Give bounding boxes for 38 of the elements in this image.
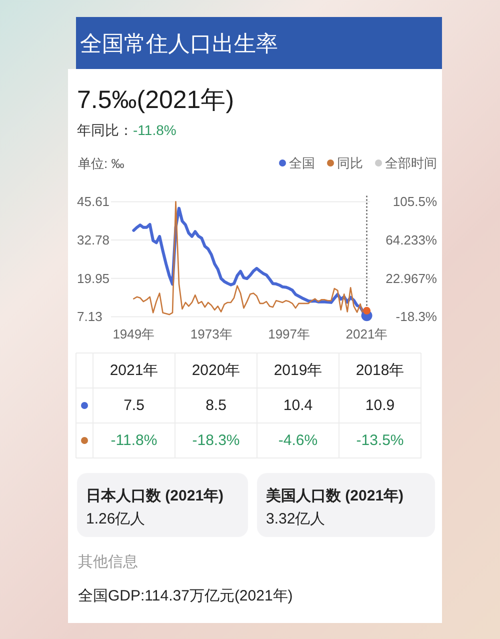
legend-label: 同比 (337, 156, 363, 170)
chart-subtitle: 7.5‰(2021年) (77, 86, 234, 114)
text: -11.8% (133, 122, 176, 138)
y2-tick-label: 64.233% (386, 232, 438, 248)
y-tick-label: 32.78 (77, 232, 110, 248)
y-axis-title: 单位: ‰ (78, 156, 124, 171)
text: 全国GDP:114.37万亿元(2021年) (78, 588, 293, 604)
data-label: -11.8% (110, 432, 158, 449)
y2-tick-label: 105.5% (392, 194, 438, 210)
data-label: 10.9 (365, 397, 395, 414)
y-tick-label: 45.61 (77, 194, 110, 210)
y-tick-label: 7.13 (77, 309, 102, 324)
legend-label: 全国 (289, 156, 315, 170)
data-label: 10.4 (283, 397, 313, 414)
data-label: -4.6% (278, 432, 318, 449)
x-tick-label: 2021年 (110, 362, 158, 379)
x-tick-label: 2019年 (274, 362, 322, 379)
y2-tick-label: 22.967% (386, 270, 438, 286)
chart-title: 全国常住人口出生率 (80, 31, 278, 56)
text: 3.32亿人 (266, 510, 326, 528)
y2-tick-label: -18.3% (396, 309, 438, 324)
text: 日本人口数 (2021年) (86, 488, 224, 504)
x-tick-label: 1949年 (112, 326, 155, 342)
x-tick-label: 1973年 (190, 326, 232, 342)
x-tick-label: 2021年 (346, 326, 388, 342)
text: 年同比： (77, 122, 133, 138)
x-tick-label: 2018年 (356, 362, 404, 379)
x-tick-label: 1997年 (268, 326, 310, 342)
y-tick-label: 19.95 (77, 270, 110, 286)
text: 其他信息 (78, 554, 138, 570)
text: 1.26亿人 (86, 510, 146, 528)
data-label: -13.5% (356, 432, 404, 449)
text: 美国人口数 (2021年) (265, 486, 404, 504)
text: 全部时间 (385, 156, 437, 170)
data-label: 7.5 (124, 397, 144, 414)
data-label: -18.3% (192, 432, 240, 449)
data-label: 8.5 (206, 397, 226, 414)
x-tick-label: 2020年 (192, 362, 240, 379)
